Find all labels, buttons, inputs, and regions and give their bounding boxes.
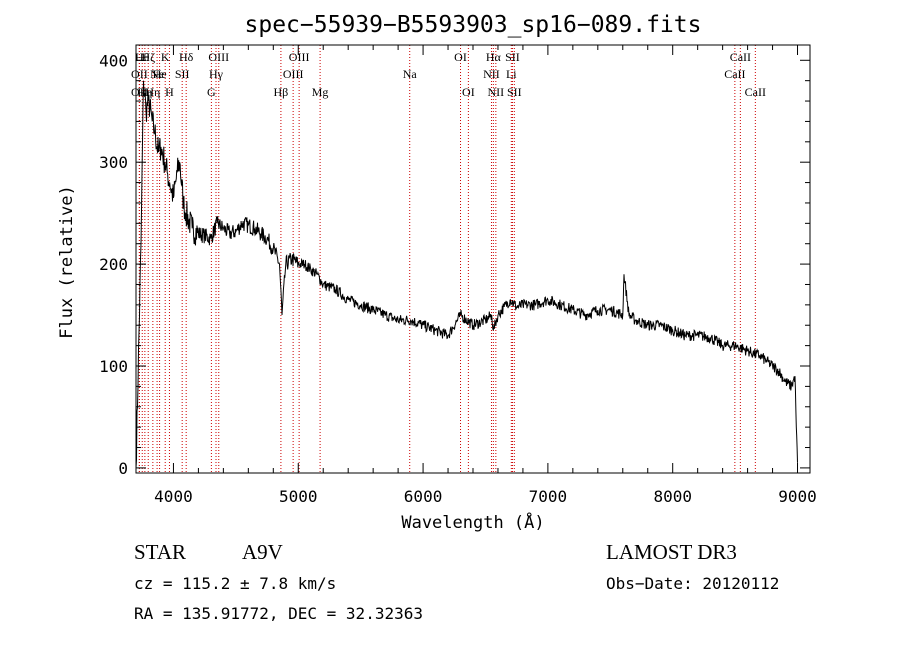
marker-label: OI (462, 85, 475, 99)
marker-label: SII (505, 50, 520, 64)
y-tick-label: 200 (99, 255, 128, 274)
marker-label: NII (483, 67, 500, 81)
x-tick-label: 4000 (154, 487, 193, 506)
x-axis-ticks: 4000 5000 6000 7000 8000 9000 (154, 45, 817, 506)
redshift-readout: cz = 115.2 ± 7.8 km/s (134, 574, 336, 593)
y-tick-label: 400 (99, 51, 128, 70)
marker-label: OI (454, 50, 467, 64)
object-class: STAR (134, 540, 186, 564)
marker-label: CaII (724, 67, 745, 81)
spectral-line-markers (138, 45, 756, 473)
marker-label: Ne (150, 67, 164, 81)
y-tick-label: 100 (99, 357, 128, 376)
marker-label: OIII (289, 50, 310, 64)
spectrum-line (135, 80, 798, 468)
marker-label: G (207, 85, 216, 99)
x-tick-label: 8000 (653, 487, 692, 506)
chart-title: spec−55939−B5593903_sp16−089.fits (245, 12, 702, 38)
x-axis-label: Wavelength (Å) (401, 511, 544, 533)
x-tick-label: 6000 (404, 487, 443, 506)
marker-label: SII (507, 85, 522, 99)
survey-name: LAMOST DR3 (606, 540, 737, 564)
marker-label: NII (488, 85, 505, 99)
marker-label: Hβ (274, 85, 289, 99)
marker-label: Hα (486, 50, 502, 64)
x-tick-label: 5000 (279, 487, 318, 506)
marker-label: OII (131, 67, 148, 81)
marker-label: Hδ (179, 50, 194, 64)
marker-label: Hγ (209, 67, 224, 81)
marker-label: CaII (745, 85, 766, 99)
y-axis-label: Flux (relative) (57, 185, 77, 339)
y-axis-ticks: 0 100 200 300 400 (99, 51, 810, 478)
marker-label: Na (403, 67, 418, 81)
plot-frame (135, 44, 811, 474)
spectral-line-labels: OIIOIIHθHηHζHηNeHeKHSIIHδGHγOIIIHβOIIIOI… (131, 50, 766, 99)
marker-label: OIII (283, 67, 304, 81)
spectral-subclass: A9V (242, 540, 283, 564)
marker-label: K (161, 50, 170, 64)
marker-label: OIII (208, 50, 229, 64)
marker-label: Hζ (141, 50, 155, 64)
marker-label: CaII (730, 50, 751, 64)
obs-date: Obs−Date: 20120112 (606, 574, 779, 593)
y-tick-label: 0 (118, 459, 128, 478)
marker-label: SII (175, 67, 190, 81)
marker-label: H (165, 85, 174, 99)
marker-label: Li (506, 67, 517, 81)
x-tick-label: 9000 (778, 487, 817, 506)
coordinates-readout: RA = 135.91772, DEC = 32.32363 (134, 604, 423, 623)
marker-label: Mg (312, 85, 329, 99)
marker-label: He (153, 67, 167, 81)
x-tick-label: 7000 (529, 487, 568, 506)
y-tick-label: 300 (99, 153, 128, 172)
